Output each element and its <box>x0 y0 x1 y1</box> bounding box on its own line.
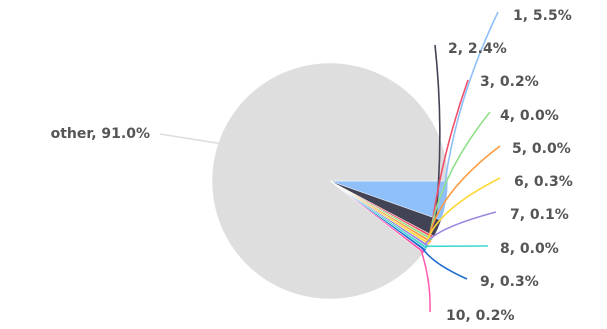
leader-line-9 <box>421 247 468 280</box>
data-label-3: 3, 0.2% <box>480 74 539 90</box>
leader-line-4 <box>428 111 491 239</box>
data-label-1: 1, 5.5% <box>513 8 572 24</box>
pie-slice-other <box>211 62 449 300</box>
leader-line-10 <box>420 250 431 313</box>
label-connectors <box>159 11 501 313</box>
data-label-7: 7, 0.1% <box>510 207 569 223</box>
data-label-2: 2, 2.4% <box>448 41 507 57</box>
leader-line-5 <box>427 145 501 241</box>
leader-line-7 <box>424 211 497 245</box>
leader-line-other <box>159 133 222 145</box>
data-label-8: 8, 0.0% <box>500 241 559 257</box>
data-labels: 1, 5.5% 2, 2.4% 3, 0.2% 4, 0.0% 5, 0.0% 6, 0.… <box>51 8 573 324</box>
data-label-5: 5, 0.0% <box>512 141 571 157</box>
data-label-9: 9, 0.3% <box>480 274 539 290</box>
leader-line-6 <box>425 177 501 243</box>
leader-line-1 <box>442 11 499 201</box>
data-label-other: other, 91.0% <box>51 126 150 142</box>
data-label-4: 4, 0.0% <box>500 108 559 124</box>
data-label-10: 10, 0.2% <box>446 308 515 324</box>
pie-slices <box>211 62 449 300</box>
data-label-6: 6, 0.3% <box>514 174 573 190</box>
